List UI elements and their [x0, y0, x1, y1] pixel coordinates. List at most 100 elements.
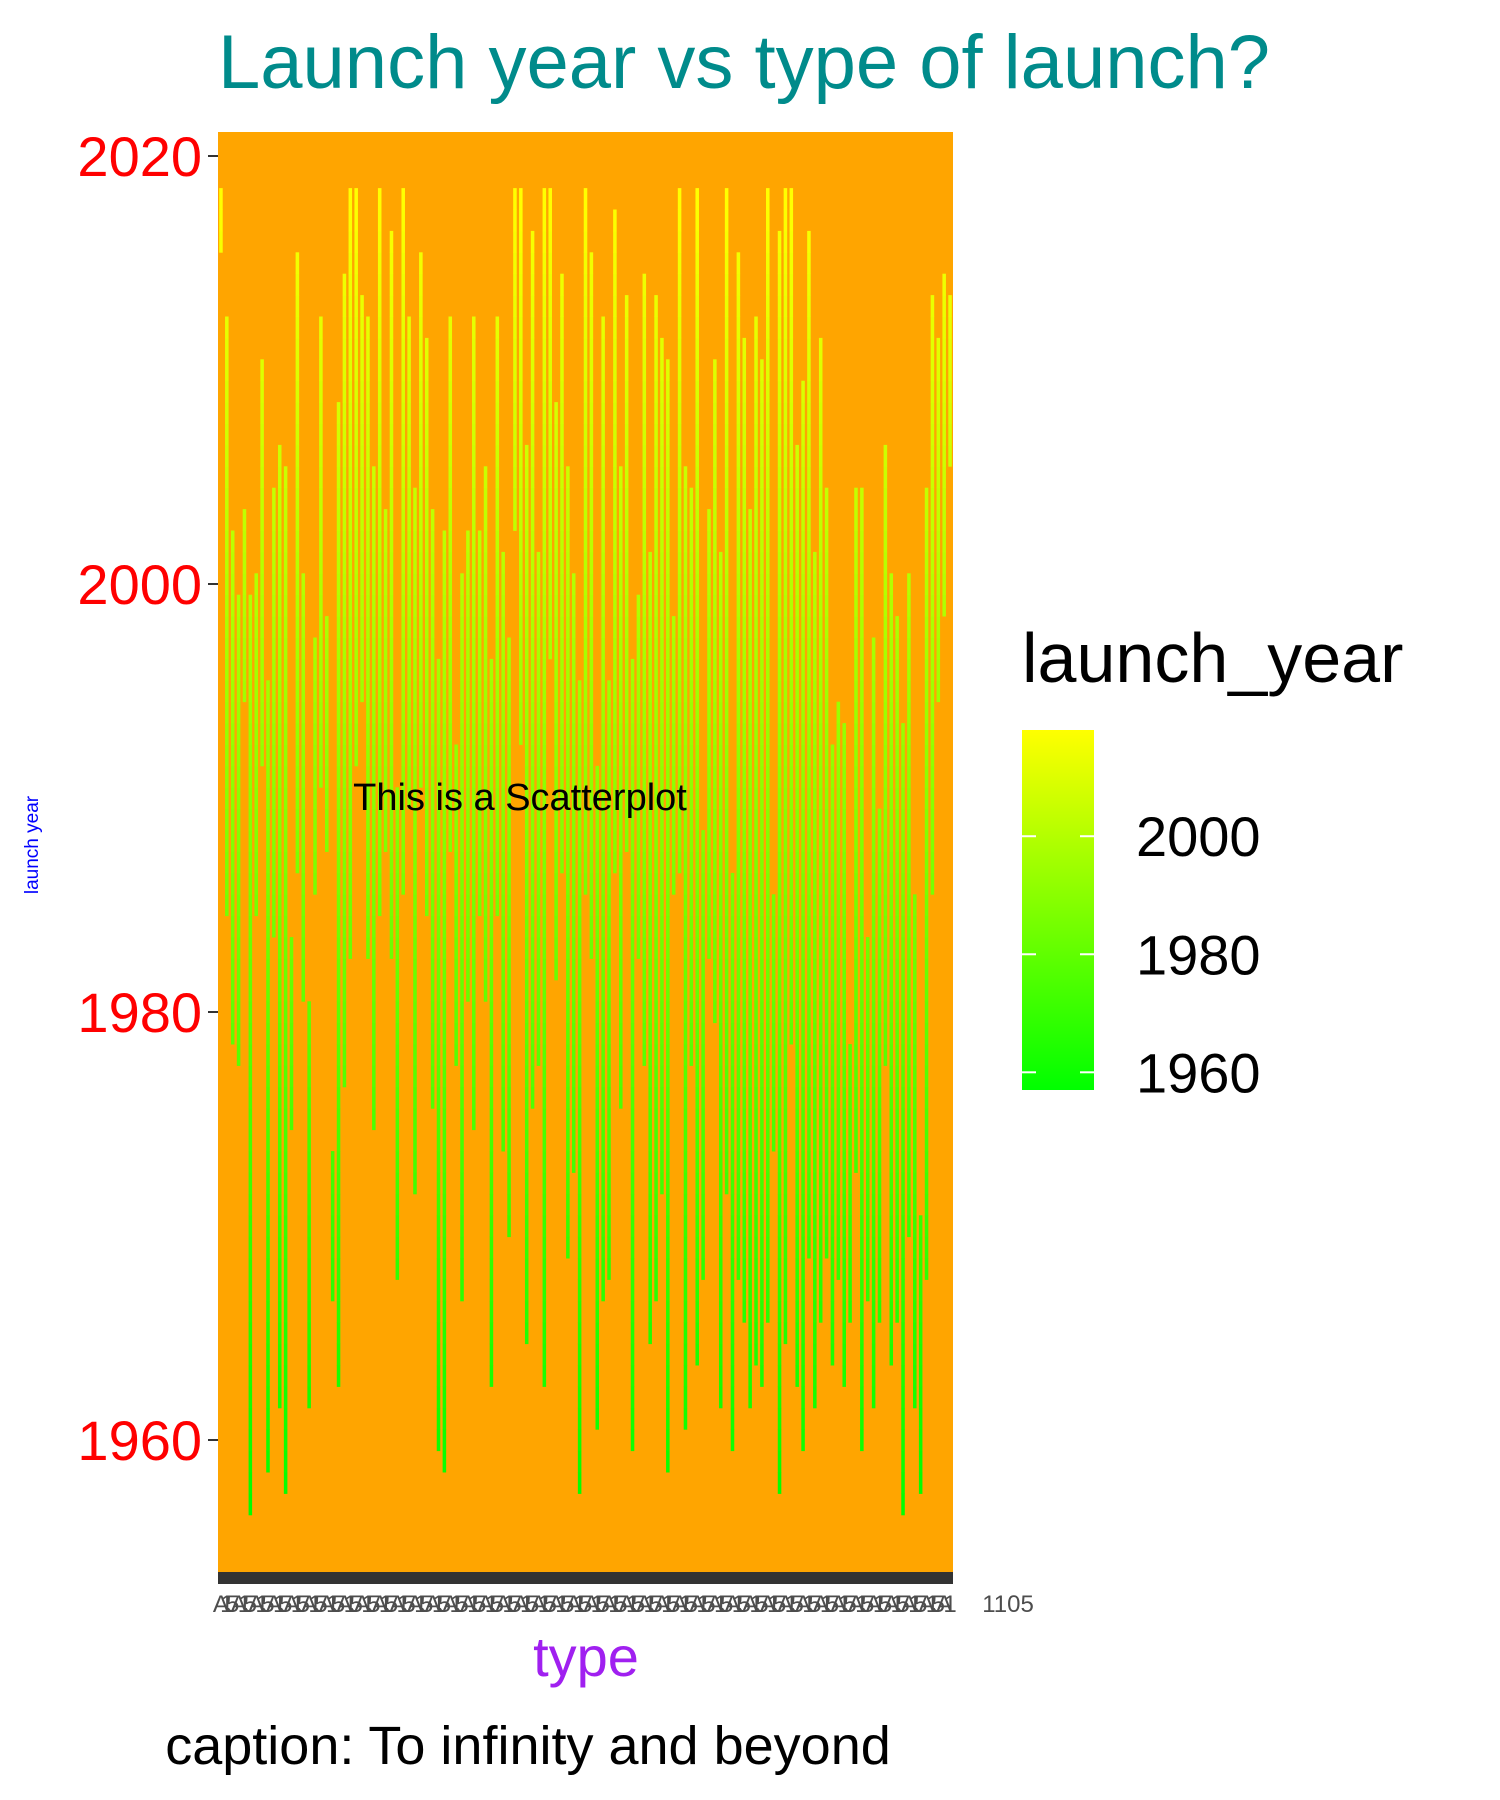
tile [301, 723, 306, 745]
tile [789, 530, 794, 553]
tile [713, 872, 717, 895]
tile [860, 744, 864, 767]
tile [936, 359, 941, 382]
tile [666, 1279, 670, 1302]
tile [495, 423, 500, 446]
x-tick-label: 1 [820, 1591, 833, 1618]
tile [877, 1108, 882, 1131]
tile [760, 1044, 764, 1066]
tile [530, 1022, 535, 1045]
tile [460, 1001, 464, 1024]
tile [683, 744, 688, 767]
tile [583, 830, 588, 852]
tile [383, 765, 388, 788]
tile [354, 509, 358, 531]
tile [648, 1215, 652, 1238]
tile [789, 937, 794, 959]
tile [571, 765, 576, 788]
tile [571, 1108, 576, 1131]
tile [813, 872, 817, 895]
tile [783, 1086, 788, 1109]
tile [571, 958, 576, 981]
tile [424, 723, 429, 745]
tile [871, 1258, 876, 1280]
tile [530, 979, 535, 1002]
tile [742, 787, 747, 810]
tile [742, 359, 747, 382]
tile [248, 1322, 253, 1345]
tile [660, 1086, 664, 1109]
tile [454, 744, 458, 767]
tile [495, 616, 500, 638]
tile [348, 252, 353, 275]
tile [283, 658, 288, 681]
tile [507, 915, 511, 938]
tile [660, 958, 664, 981]
tile [419, 380, 423, 403]
tile [807, 723, 811, 745]
tile [495, 573, 500, 596]
tile [519, 380, 523, 403]
tile [477, 830, 482, 852]
tile [495, 380, 500, 403]
tile [677, 380, 682, 403]
tile [472, 594, 476, 617]
tile [754, 701, 758, 724]
tile [589, 487, 594, 510]
tile [889, 1129, 894, 1152]
tile [460, 1236, 464, 1259]
tile [777, 1279, 782, 1302]
x-tick-label: 1 [608, 1591, 621, 1618]
tile [560, 444, 564, 467]
tile [813, 1151, 817, 1173]
tile [695, 894, 699, 917]
tile [795, 1001, 799, 1024]
tile [283, 787, 288, 810]
tile [924, 487, 929, 510]
tile [472, 1044, 476, 1066]
tile [683, 466, 688, 489]
tile [642, 509, 647, 531]
tile [342, 1001, 347, 1024]
tile [666, 701, 670, 724]
tile [236, 937, 241, 959]
tile [277, 530, 282, 553]
tile [865, 1215, 870, 1238]
tile [871, 744, 876, 767]
tile [854, 1044, 858, 1066]
tile [524, 487, 529, 510]
tile [530, 551, 535, 574]
tile [677, 723, 682, 745]
tile [766, 723, 770, 745]
tile [613, 808, 617, 831]
x-tick-label: A [848, 1591, 864, 1618]
tile [783, 423, 788, 446]
tile [801, 723, 805, 745]
tile [372, 551, 376, 574]
tile [507, 787, 511, 810]
tile [889, 1193, 894, 1216]
tile [701, 1258, 705, 1280]
tile [666, 937, 670, 959]
tile [536, 808, 541, 831]
tile [389, 723, 394, 745]
tile [395, 1236, 400, 1259]
tile [542, 1322, 547, 1345]
tile [366, 808, 370, 831]
tile [566, 830, 570, 852]
tile [801, 1001, 805, 1024]
tile [636, 787, 641, 810]
tile [283, 937, 288, 959]
tile [495, 830, 500, 852]
tile [677, 423, 682, 446]
tile [760, 1365, 764, 1387]
tile [724, 1086, 729, 1109]
tile [336, 1343, 341, 1366]
tile [436, 1322, 441, 1345]
tile [760, 894, 764, 917]
tile [901, 723, 905, 745]
tile [236, 915, 241, 938]
tile [348, 808, 353, 831]
tile [325, 765, 329, 788]
x-tick-label: 1 [661, 1591, 674, 1618]
